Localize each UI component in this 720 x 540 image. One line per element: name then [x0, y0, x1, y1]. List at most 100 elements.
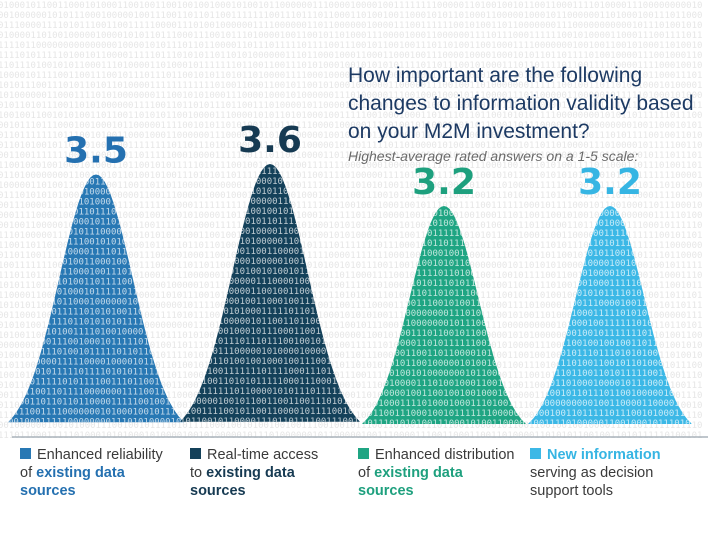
- svg-text:000111100001001000110110000100: 0001111000010010001101100001001010101000…: [0, 211, 702, 221]
- svg-text:001110000000100010110101000010: 0011100000001000101101010000101011011110: [180, 427, 397, 437]
- svg-text:100001111001001100010010000000: 1000011110010011000100100000001010000010: [8, 258, 225, 268]
- legend-line1: Enhanced distribution: [375, 447, 515, 463]
- svg-text:010010110000111110111110101101: 0100101100001111101111101011010111101011…: [0, 351, 702, 361]
- svg-text:100000101111101111010101111100: 1000001011111011110101011111000100100110: [8, 368, 225, 378]
- legend-line2-bold: existing data: [206, 465, 295, 481]
- svg-text:010010100101000000010110001001: 0100101001010000000101100010011010010101: [362, 369, 579, 379]
- svg-text:001010011010101111100011100010: 0010100110101011111000111000100011001101: [180, 377, 397, 387]
- svg-text:001010111000001000010100011010: 0010101110000010000101000110101110011001: [8, 188, 225, 198]
- legend-line2-plain: serving as decision: [530, 465, 654, 481]
- svg-text:101100101101110110010000010010: 1011001011011101100100000100101010001101: [528, 389, 720, 399]
- svg-text:010001011001100010100011001001: 0100010110011000101000110010011001001001…: [0, 1, 702, 11]
- svg-text:100101010010111011101101100001: 1001010100101110111011011000011101100010…: [0, 371, 702, 381]
- svg-text:111101100000000000000010000101: 1111011000000000000000100001010111011011…: [0, 41, 702, 51]
- legend-swatch: [20, 448, 31, 459]
- svg-text:101000001010010000110010110011: 1010000010100100001100101100111110100110: [180, 227, 397, 237]
- svg-text:010000001001100100100100010010: 0100000010011001001001000100100110011000: [362, 389, 579, 399]
- svg-text:010101011010011111101111111000: 0101010110100111111011111110001011101001: [180, 167, 397, 177]
- svg-text:010011110010110011000010111100: 0100111100101100110000101111001001110111: [180, 407, 397, 417]
- svg-text:010000110100100000100001010110: 0100001101001000001000010101101110001110…: [0, 31, 702, 41]
- svg-text:101001100111011110010001011111: 1010011001110111100100010111110111010100…: [0, 331, 702, 341]
- svg-text:110011100000110011000010101101: 1100111000001100110000101011011001111110: [180, 247, 397, 257]
- value-label: 3.2: [578, 162, 642, 203]
- svg-text:110010001011000100000010001010: 1100100010110001000000100010100011110111: [8, 298, 225, 308]
- svg-text:010100000101010101100110110111: 0101000001010101011001101101110000101010: [180, 157, 397, 167]
- svg-text:011011101011000100111001000101: 0110111010110001001110010001010110110111: [362, 249, 579, 259]
- bell-curve-bar: [8, 174, 184, 423]
- svg-text:000111010011100101001100101111: 0001110100111001010011001011110110110001: [362, 299, 579, 309]
- svg-text:100100110010010010011011110101: 1001001100100100100110111101011000000110: [528, 339, 720, 349]
- svg-text:001000000100101000111001001011: 0010000001001010001110010010111101011110…: [0, 421, 702, 431]
- svg-text:101011101100000010100001000100: 1010111011000000101000010001000100000101…: [0, 281, 702, 291]
- value-label: 3.5: [64, 131, 128, 172]
- svg-text:100010011011111011100101000110: 1000100110111110111001010001101001101001: [528, 409, 720, 419]
- svg-text:111000111000000010111000110101: 1110001110000000101110001101010110101001: [362, 319, 579, 329]
- svg-text:011011111110111001010011000100: 0110111111101110010100110001000110000001…: [0, 131, 702, 141]
- svg-text:000000010010000101011011100101: 0000000100100001010110111001010011011101…: [0, 341, 702, 351]
- svg-text:010010011110000101101101010111: 0100100111100001011011010101110111000001: [8, 218, 225, 228]
- svg-text:000001100110000111101100100111: 0000011001100001111011001001111100011111: [8, 248, 225, 258]
- svg-text:001011101110001001000101100000: 0010111011100010010001011000001111001010…: [0, 121, 702, 131]
- svg-text:111001011101011111010111110010: 1110010111010111110101111100101010100100: [362, 229, 579, 239]
- svg-text:001011000100010111000110011100: 0010110001000101110001100111000111010010: [180, 327, 397, 337]
- svg-text:010011000001001100010011100110: 0100110000010011000100111001100001111100: [180, 297, 397, 307]
- svg-text:100111111101100001010111011111: 1001111111011000010101110111111011010111: [180, 387, 397, 397]
- svg-text:100011111110010100011011011110: 1000111111100101000110110111100010010111: [8, 198, 225, 208]
- svg-text:000111001110111000110100101111: 0001110011101110001101001011110111011011: [8, 428, 225, 438]
- svg-text:001100111111100111000100110111: 0011001111111001110001001101111100010000…: [0, 151, 702, 161]
- svg-text:000001000011101001000110011101: 0000010000111010010001100111011010100001: [362, 379, 579, 389]
- legend-item-new-information: New information serving as decision supp…: [530, 446, 698, 500]
- svg-text:100101001100111011110100111110: 1001010011001110111101001111101110100110: [8, 168, 225, 178]
- svg-text:010000010010110011001100111010: 0100000100101100110011001110101010110000: [180, 397, 397, 407]
- svg-text:100011100110010101101101110111: 1000111001100101011011011101110011100000: [362, 259, 579, 269]
- svg-text:110111111000101110000101010010: 1101111110001011100001010100101110011000: [8, 228, 225, 238]
- svg-text:111010001100110110000101100011: 1110100011001101100001011000110011101001: [362, 349, 579, 359]
- svg-text:110101100011110110100010000111: 1101011000111101101000100001110000101000: [362, 269, 579, 279]
- legend-swatch: [358, 448, 369, 459]
- bell-curve-bar: [528, 206, 692, 424]
- svg-text:001100000110011111011000001000: 0011000001100111110110000010000001000101: [528, 199, 720, 209]
- svg-text:011110111101001000000101001111: 0111101111010010000001010011110100110100: [528, 219, 720, 229]
- svg-text:110001100100101111111010111111: 1100011001001011111110101111110100010100: [528, 329, 720, 339]
- svg-text:101111010000001110000100011110: 1011110100000011100001000111101010100011: [180, 277, 397, 287]
- legend-item-reliability: Enhanced reliability of existing data so…: [20, 446, 188, 500]
- svg-text:001100101110110101110000111010: 0011001011101101011100001110100000111010: [362, 289, 579, 299]
- svg-text:011101100111011001011001110001: 0111011001110110010110011100010110101110: [362, 329, 579, 339]
- svg-text:110011011010010001000100100101: 1100110110100100010001001001011111011011…: [0, 241, 702, 251]
- svg-text:100111111111000100111011111100: 1001111111110001001110111111001110110011: [8, 268, 225, 278]
- svg-text:110001111010010111110110110101: 1100011110100101111101101101010111101101: [8, 348, 225, 358]
- legend-line2-plain: of: [358, 465, 371, 481]
- svg-text:000001100000000011101000100101: 0000011000000000111010001001011011111000: [362, 309, 579, 319]
- svg-text:110010111111110010101000001111: 1100101111111100101010000011111100010000: [8, 238, 225, 248]
- svg-text:010001111011101011110011011101: 0100011110111010111100110111011110110001: [528, 239, 720, 249]
- legend-line1: Real-time access: [207, 447, 319, 463]
- svg-text:100000000011010111111001011100: 1000000000110101111110010111001010001010: [362, 339, 579, 349]
- svg-text:101110101010011100010100110000: 1011101010100111000101001100001110100101: [362, 419, 579, 429]
- svg-text:001001100000100111101110111001: 0010011000001001111011101110011111100000…: [0, 221, 702, 231]
- chart-subtitle: Highest-average rated answers on a 1-5 s…: [348, 148, 639, 164]
- svg-text:101001010001001111110101100100: 1010010100010011111101011001001001010000: [528, 319, 720, 329]
- svg-text:101001101000100001011100010111: 1010011010001000010111000101110011011110: [528, 379, 720, 389]
- svg-text:101001011110110101010111101011: 1010010111101101010101111010111000100001: [8, 318, 225, 328]
- legend-line1-bold: New information: [547, 447, 661, 463]
- svg-text:111000101111010000011001101111: 1110001011110100000110011011111001110111: [180, 237, 397, 247]
- svg-text:110001110000010110011011000111: 1100011100000101100110110001111010001111: [180, 317, 397, 327]
- svg-text:110000110000011001101110100001: 1100001100000110011011101000011010111001…: [0, 291, 702, 301]
- svg-text:111010001110010001011111011101: 1110100011100100010111110111011010111100: [8, 338, 225, 348]
- svg-text:010110110100100100010011100111: 0101101101001001000100111001110100101011: [180, 357, 397, 367]
- svg-text:010010010111110101010011000000: 0100100101111101010100110000001001001100: [8, 308, 225, 318]
- legend-line1: Enhanced reliability: [37, 447, 163, 463]
- legend-line2-bold: existing data: [36, 465, 125, 481]
- svg-text:011101010101000111010000001100: 0111010101010001110100000011001110000110…: [0, 191, 702, 201]
- svg-text:101010110000010011100010100100: 1010101100000100111000101001000000101111…: [0, 301, 702, 311]
- svg-text:100101101110000100101111110010: 1001011011100001001011111100100100010000: [528, 259, 720, 269]
- legend-line2-plain: to: [190, 465, 203, 481]
- svg-text:101010000111110000100001011010: 1010100001111100001000010110101100101101: [8, 358, 225, 368]
- svg-text:110010001001000101000110110010: 1100100010010001010001101100101011111010…: [0, 161, 702, 171]
- svg-text:111011010110101001100101010110: 1110110101101010011001010101101100110100: [362, 209, 579, 219]
- legend-swatch: [190, 448, 201, 459]
- chart-title: How important are the following changes …: [348, 64, 694, 143]
- svg-text:100001100101011101011001111000: 1000011001010111010110011110000011011010: [362, 279, 579, 289]
